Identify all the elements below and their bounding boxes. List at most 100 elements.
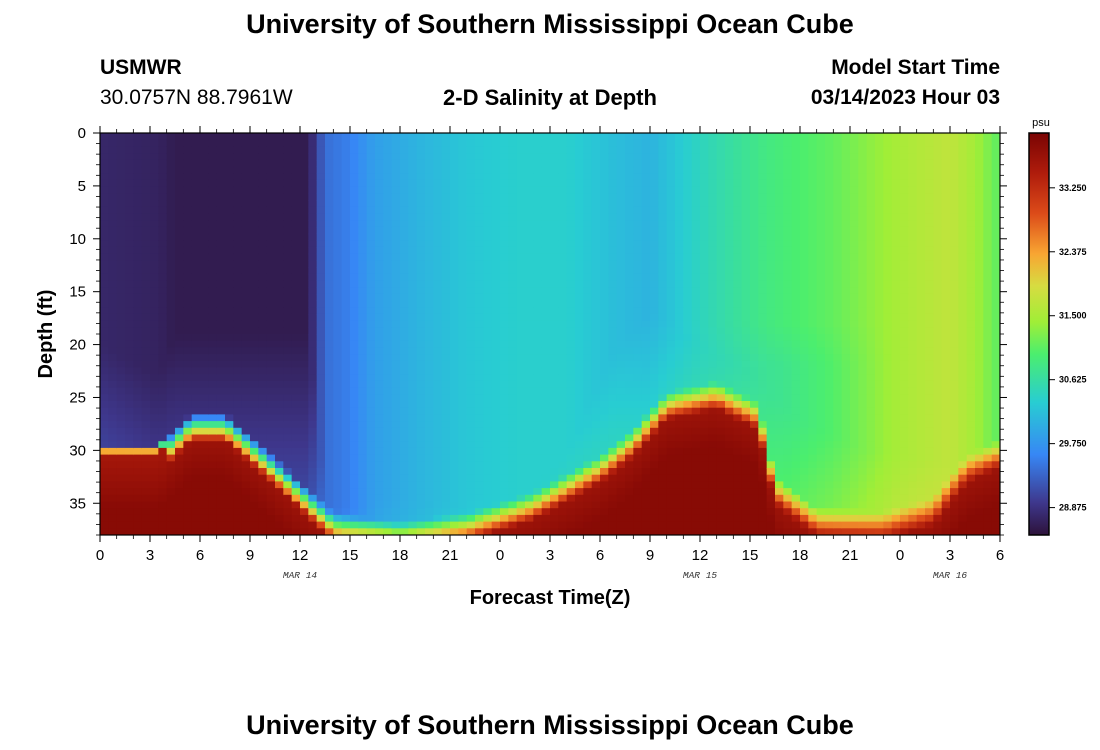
heatmap-cell xyxy=(225,441,234,449)
heatmap-cell xyxy=(741,414,751,422)
heatmap-cell xyxy=(416,166,426,174)
heatmap-cell xyxy=(566,153,576,161)
heatmap-cell xyxy=(400,253,409,261)
heatmap-cell xyxy=(491,220,501,228)
heatmap-cell xyxy=(408,287,418,295)
heatmap-cell xyxy=(125,300,134,308)
heatmap-cell xyxy=(475,153,484,161)
heatmap-cell xyxy=(766,293,776,302)
heatmap-cell xyxy=(666,387,676,395)
heatmap-cell xyxy=(400,354,409,362)
heatmap-cell xyxy=(216,293,226,302)
heatmap-cell xyxy=(350,394,359,402)
heatmap-cell xyxy=(558,273,568,281)
heatmap-cell xyxy=(483,501,493,509)
heatmap-cell xyxy=(233,474,243,482)
heatmap-cell xyxy=(533,387,543,395)
heatmap-cell xyxy=(416,367,426,375)
heatmap-cell xyxy=(641,139,651,147)
heatmap-cell xyxy=(483,220,493,228)
heatmap-cell xyxy=(716,273,726,281)
heatmap-cell xyxy=(216,401,226,409)
heatmap-cell xyxy=(308,267,318,275)
heatmap-cell xyxy=(475,427,484,436)
heatmap-cell xyxy=(283,354,293,362)
heatmap-cell xyxy=(641,320,651,328)
chart-title-bottom: University of Southern Mississippi Ocean… xyxy=(246,710,854,740)
heatmap-cell xyxy=(233,313,243,322)
heatmap-cell xyxy=(166,293,176,302)
heatmap-cell xyxy=(658,133,668,141)
heatmap-cell xyxy=(733,293,743,302)
heatmap-cell xyxy=(316,293,326,302)
heatmap-cell xyxy=(508,233,518,241)
heatmap-cell xyxy=(291,133,301,141)
heatmap-cell xyxy=(750,481,759,489)
heatmap-cell xyxy=(433,380,443,389)
heatmap-cell xyxy=(675,220,684,228)
heatmap-cell xyxy=(575,273,584,281)
heatmap-cell xyxy=(291,334,301,342)
heatmap-cell xyxy=(766,260,776,268)
heatmap-cell xyxy=(666,179,676,188)
heatmap-cell xyxy=(750,253,759,261)
heatmap-cell xyxy=(733,508,743,516)
heatmap-cell xyxy=(183,186,193,194)
heatmap-cell xyxy=(541,360,551,369)
heatmap-cell xyxy=(666,354,676,362)
heatmap-cell xyxy=(383,313,393,322)
heatmap-cell xyxy=(233,159,243,168)
heatmap-cell xyxy=(183,488,193,496)
heatmap-cell xyxy=(558,206,568,214)
heatmap-cell xyxy=(316,240,326,248)
heatmap-cell xyxy=(533,394,543,402)
heatmap-cell xyxy=(175,481,184,489)
heatmap-cell xyxy=(125,186,134,194)
heatmap-cell xyxy=(508,240,518,248)
heatmap-cell xyxy=(166,434,176,442)
heatmap-cell xyxy=(191,468,201,476)
heatmap-cell xyxy=(283,441,293,449)
heatmap-cell xyxy=(766,233,776,241)
heatmap-cell xyxy=(450,246,459,255)
heatmap-cell xyxy=(441,166,451,174)
heatmap-cell xyxy=(108,287,118,295)
heatmap-cell xyxy=(416,374,426,382)
heatmap-cell xyxy=(658,454,668,462)
heatmap-cell xyxy=(483,213,493,221)
heatmap-cell xyxy=(783,293,793,302)
heatmap-cell xyxy=(391,253,401,261)
heatmap-cell xyxy=(358,521,368,529)
heatmap-cell xyxy=(766,307,776,315)
heatmap-cell xyxy=(475,367,484,375)
heatmap-cell xyxy=(783,300,793,308)
heatmap-cell xyxy=(650,200,659,208)
heatmap-cell xyxy=(458,488,468,496)
heatmap-cell xyxy=(283,387,293,395)
heatmap-cell xyxy=(275,253,284,261)
heatmap-cell xyxy=(516,253,526,261)
heatmap-cell xyxy=(391,407,401,415)
heatmap-cell xyxy=(150,139,159,147)
heatmap-cell xyxy=(533,474,543,482)
heatmap-cell xyxy=(391,528,401,535)
heatmap-cell xyxy=(433,260,443,268)
heatmap-cell xyxy=(650,441,659,449)
heatmap-cell xyxy=(758,313,768,322)
heatmap-cell xyxy=(300,300,309,308)
heatmap-cell xyxy=(758,394,768,402)
heatmap-cell xyxy=(375,360,384,369)
heatmap-cell xyxy=(266,394,276,402)
heatmap-cell xyxy=(608,461,618,469)
heatmap-cell xyxy=(425,528,434,535)
heatmap-cell xyxy=(608,293,618,302)
heatmap-cell xyxy=(241,139,251,147)
heatmap-cell xyxy=(225,468,234,476)
heatmap-cell xyxy=(775,193,784,201)
heatmap-cell xyxy=(366,387,376,395)
heatmap-cell xyxy=(608,347,618,355)
heatmap-cell xyxy=(300,153,309,161)
heatmap-cell xyxy=(650,240,659,248)
heatmap-cell xyxy=(750,401,759,409)
heatmap-cell xyxy=(258,233,268,241)
